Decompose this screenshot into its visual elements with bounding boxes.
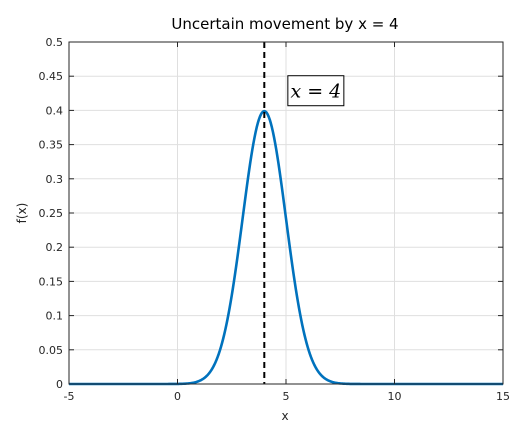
y-tick-label: 0.45 bbox=[39, 70, 64, 83]
x-tick-label: 15 bbox=[496, 390, 510, 403]
annotation-text: x = 4 bbox=[290, 81, 341, 103]
y-tick-label: 0.15 bbox=[39, 275, 64, 288]
y-tick-label: 0.05 bbox=[39, 344, 64, 357]
y-tick-label: 0.1 bbox=[46, 310, 64, 323]
y-tick-label: 0.3 bbox=[46, 173, 64, 186]
y-tick-label: 0.2 bbox=[46, 241, 64, 254]
grid bbox=[68, 41, 504, 385]
labels: Uncertain movement by x = 4 x f(x) bbox=[15, 15, 399, 423]
y-axis-label: f(x) bbox=[15, 203, 29, 224]
y-tick-label: 0.25 bbox=[39, 207, 64, 220]
x-tick-label: 0 bbox=[174, 390, 181, 403]
y-tick-label: 0 bbox=[56, 378, 63, 391]
axes: -5 0 5 10 1500.050.10.150.20.250.30.350.40.4… bbox=[39, 36, 511, 403]
annotation: x = 4 bbox=[287, 75, 345, 107]
chart-title: Uncertain movement by x = 4 bbox=[171, 15, 398, 33]
y-tick-label: 0.5 bbox=[46, 36, 64, 49]
x-axis-label: x bbox=[281, 409, 288, 423]
annotation-box bbox=[287, 75, 345, 107]
y-tick-label: 0.4 bbox=[46, 104, 64, 117]
x-tick-label: 10 bbox=[388, 390, 402, 403]
x-tick-label: -5 bbox=[64, 390, 75, 403]
plot-area: x = 4 bbox=[68, 42, 504, 386]
x-tick-label: 5 bbox=[283, 390, 290, 403]
y-tick-label: 0.35 bbox=[39, 139, 64, 152]
